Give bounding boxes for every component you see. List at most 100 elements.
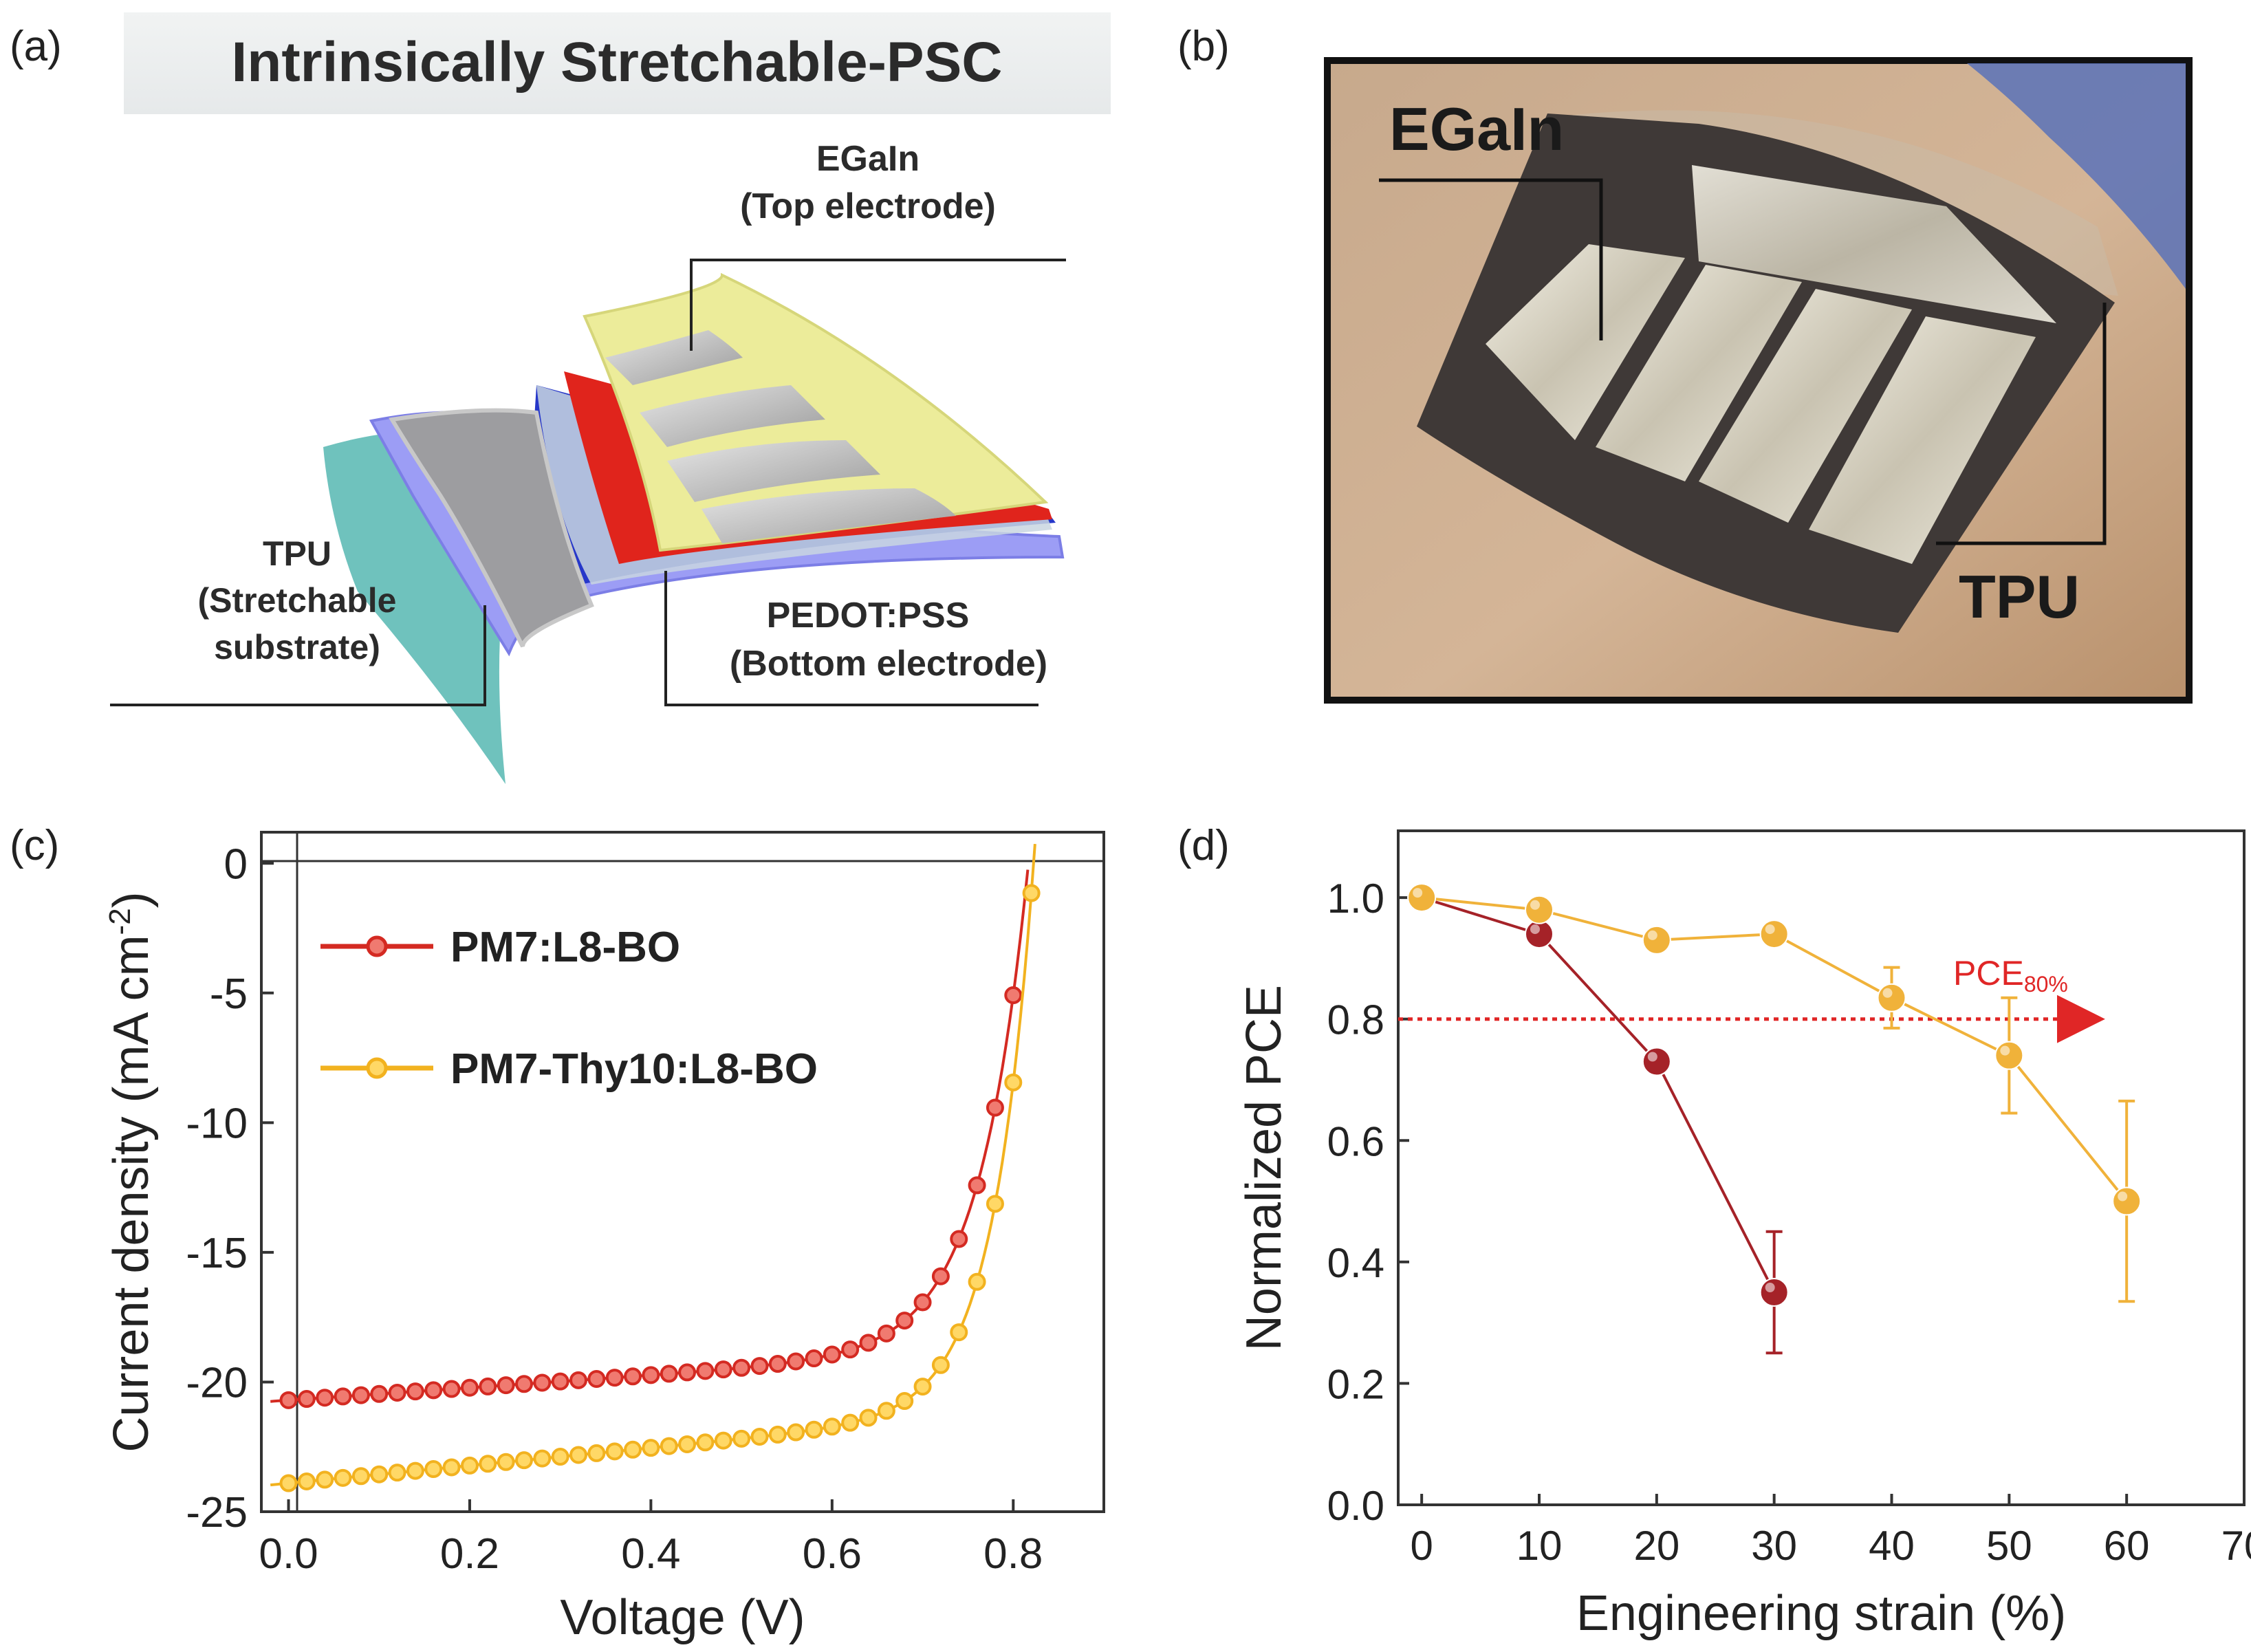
chart-c-y-tick-label: -10 xyxy=(186,1100,248,1147)
jv-point xyxy=(316,1470,334,1489)
jv-point xyxy=(768,1355,787,1373)
chart-d-x-tick-label: 20 xyxy=(1633,1523,1679,1569)
jv-point xyxy=(424,1460,443,1479)
pce-point-highlight xyxy=(1413,888,1423,898)
chart-d-x-tick-label: 70 xyxy=(2221,1523,2251,1569)
jv-point xyxy=(533,1373,552,1392)
panel-c-label: (c) xyxy=(10,822,59,869)
chart-d-y-tick-label: 0.8 xyxy=(1327,997,1384,1043)
chart-d-x-tick-label: 10 xyxy=(1516,1523,1563,1569)
panel-d-label: (d) xyxy=(1177,822,1230,869)
egain-finger-3 xyxy=(1699,289,1912,523)
jv-point xyxy=(931,1267,950,1285)
jv-point xyxy=(895,1312,914,1330)
tpu-callout-desc-1: (Stretchable xyxy=(198,581,397,620)
jv-point xyxy=(678,1363,697,1382)
chart-c-y-tick-label: 0 xyxy=(224,840,248,888)
jv-point xyxy=(823,1417,841,1436)
jv-point xyxy=(913,1378,932,1396)
jv-point xyxy=(587,1444,606,1462)
jv-point xyxy=(931,1356,950,1374)
egain-callout-name: EGaIn xyxy=(816,139,920,179)
top-electrode-callout-line xyxy=(690,259,1066,351)
jv-point xyxy=(442,1380,461,1398)
chart-d-x-tick-label: 50 xyxy=(1986,1523,2032,1569)
pce80-label-main: PCE xyxy=(1953,954,2024,992)
chart-c-y-label: Current density (mA cm-2) xyxy=(103,891,159,1452)
jv-point xyxy=(859,1409,878,1427)
chart-c-y-tick-label: -20 xyxy=(186,1359,248,1406)
chart-d-frame xyxy=(1397,829,2245,1506)
jv-point xyxy=(787,1352,805,1371)
tpu-callout-name: TPU xyxy=(263,534,331,573)
jv-point xyxy=(696,1362,715,1380)
egain-strip-4 xyxy=(702,488,956,543)
jv-point xyxy=(551,1448,569,1466)
jv-point xyxy=(497,1376,515,1395)
pce-point xyxy=(1642,925,1671,955)
jv-point xyxy=(714,1431,732,1450)
jv-point xyxy=(479,1377,497,1395)
jv-point xyxy=(370,1465,389,1483)
chart-d-x-tick-label: 0 xyxy=(1410,1523,1433,1569)
pce-point-highlight xyxy=(1765,1282,1775,1292)
jv-point xyxy=(660,1437,678,1455)
substrate-callout-line xyxy=(110,605,486,706)
device-layer-stack xyxy=(323,272,1065,784)
jv-point xyxy=(1022,884,1041,902)
jv-point xyxy=(805,1420,823,1439)
jv-point xyxy=(986,1098,1004,1117)
chart-c-y-tick-label: -5 xyxy=(210,970,248,1018)
jv-point xyxy=(913,1293,932,1312)
jv-point xyxy=(859,1334,878,1352)
chart-d-x-label: Engineering strain (%) xyxy=(1576,1586,2066,1641)
jv-point xyxy=(514,1375,533,1393)
tpu-label: TPU xyxy=(1959,563,2080,631)
egain-busbar xyxy=(1692,165,2056,323)
chart-c-x-label: Voltage (V) xyxy=(560,1590,805,1645)
chart-c-legend: PM7:L8-BO PM7-Thy10:L8-BO xyxy=(320,924,818,1093)
jv-point xyxy=(877,1402,895,1420)
title-box xyxy=(124,12,1111,114)
egain-finger-1 xyxy=(1486,244,1685,440)
egain-callout-line xyxy=(1379,178,1603,340)
jv-point xyxy=(1004,1073,1023,1091)
pce-line-0 xyxy=(1421,896,1776,1293)
egain-finger-2 xyxy=(1596,265,1802,481)
chart-c-y-label-main: Current density (mA cm xyxy=(104,935,159,1452)
pce-point xyxy=(1642,1047,1671,1076)
jv-point xyxy=(334,1387,352,1406)
jv-point xyxy=(370,1384,389,1403)
pce-point-highlight xyxy=(1647,1052,1657,1062)
legend-label-thy10: PM7-Thy10:L8-BO xyxy=(450,1045,818,1093)
panel-a: (a) Intrinsically Stretchable-PSC EGaIn … xyxy=(10,12,1111,784)
grey-film xyxy=(389,408,594,648)
jv-point xyxy=(950,1230,968,1248)
jv-point xyxy=(624,1440,642,1459)
chart-c-frame xyxy=(260,831,1105,1513)
jv-point xyxy=(533,1449,552,1468)
chart-d-y-tick-label: 1.0 xyxy=(1327,876,1384,922)
panel-a-label: (a) xyxy=(10,23,62,70)
pce-point xyxy=(1525,920,1554,949)
tpu-callout-line xyxy=(1936,303,2107,545)
jv-point xyxy=(750,1427,769,1446)
jv-point xyxy=(551,1372,569,1391)
pce-point-highlight xyxy=(1530,900,1540,910)
jv-point xyxy=(297,1390,316,1409)
jv-point xyxy=(279,1391,298,1409)
legend-marker-pm7 xyxy=(366,935,388,957)
jv-point xyxy=(351,1386,370,1404)
chart-d-x-tick-label: 40 xyxy=(1869,1523,1915,1569)
jv-point xyxy=(895,1392,914,1411)
pce-point xyxy=(1525,895,1554,924)
jv-point xyxy=(624,1367,642,1386)
panel-c: (c) 0.0 0.2 0.4 0.6 0.8 0 -5 -10 -15 -20 -25 Volt… xyxy=(10,822,1105,1645)
legend-label-pm7: PM7:L8-BO xyxy=(450,924,680,971)
bottom-electrode-callout-line xyxy=(664,571,1038,706)
chart-d-x-ticks: 0 10 20 30 40 50 60 70 xyxy=(1410,1494,2251,1569)
jv-point xyxy=(768,1425,787,1444)
pce-point xyxy=(1759,920,1789,949)
chart-d-y-ticks: 0.0 0.2 0.4 0.6 0.8 1.0 xyxy=(1327,876,1409,1529)
